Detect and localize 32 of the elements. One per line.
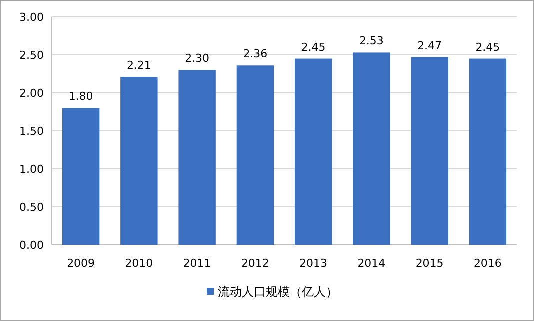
x-tick-label: 2011 bbox=[183, 257, 212, 270]
x-tick-label: 2009 bbox=[67, 257, 96, 270]
data-label: 2.21 bbox=[126, 59, 152, 72]
data-label: 2.53 bbox=[359, 34, 384, 48]
data-label: 2.45 bbox=[301, 40, 326, 54]
bar bbox=[353, 52, 390, 245]
x-tick-label: 2013 bbox=[300, 257, 328, 270]
bar bbox=[469, 58, 507, 245]
data-label: 2.45 bbox=[476, 40, 500, 54]
x-tick-label: 2015 bbox=[416, 257, 444, 270]
x-tick-label: 2012 bbox=[241, 257, 270, 270]
bar bbox=[62, 108, 100, 245]
y-tick-label: 0.50 bbox=[20, 201, 44, 214]
data-label: 2.30 bbox=[185, 52, 210, 66]
x-tick-label: 2010 bbox=[125, 257, 154, 270]
data-label: 2.47 bbox=[418, 39, 442, 52]
y-tick-label: 2.00 bbox=[20, 87, 44, 100]
bar bbox=[236, 66, 274, 245]
bar bbox=[411, 57, 448, 245]
y-tick-label: 1.50 bbox=[20, 125, 44, 138]
y-tick-label: 1.00 bbox=[20, 163, 44, 176]
y-tick-label: 0.00 bbox=[20, 239, 44, 252]
x-tick-label: 2014 bbox=[358, 257, 386, 270]
y-tick-label: 3.00 bbox=[20, 11, 44, 24]
bar bbox=[120, 77, 158, 245]
data-label: 2.36 bbox=[243, 48, 268, 61]
bar bbox=[178, 70, 216, 245]
x-tick-label: 2016 bbox=[474, 257, 502, 270]
y-tick-label: 2.50 bbox=[20, 49, 44, 62]
legend-label: 流动人口规模（亿人） bbox=[218, 285, 338, 299]
bar bbox=[294, 58, 332, 245]
data-label: 1.80 bbox=[68, 90, 94, 104]
